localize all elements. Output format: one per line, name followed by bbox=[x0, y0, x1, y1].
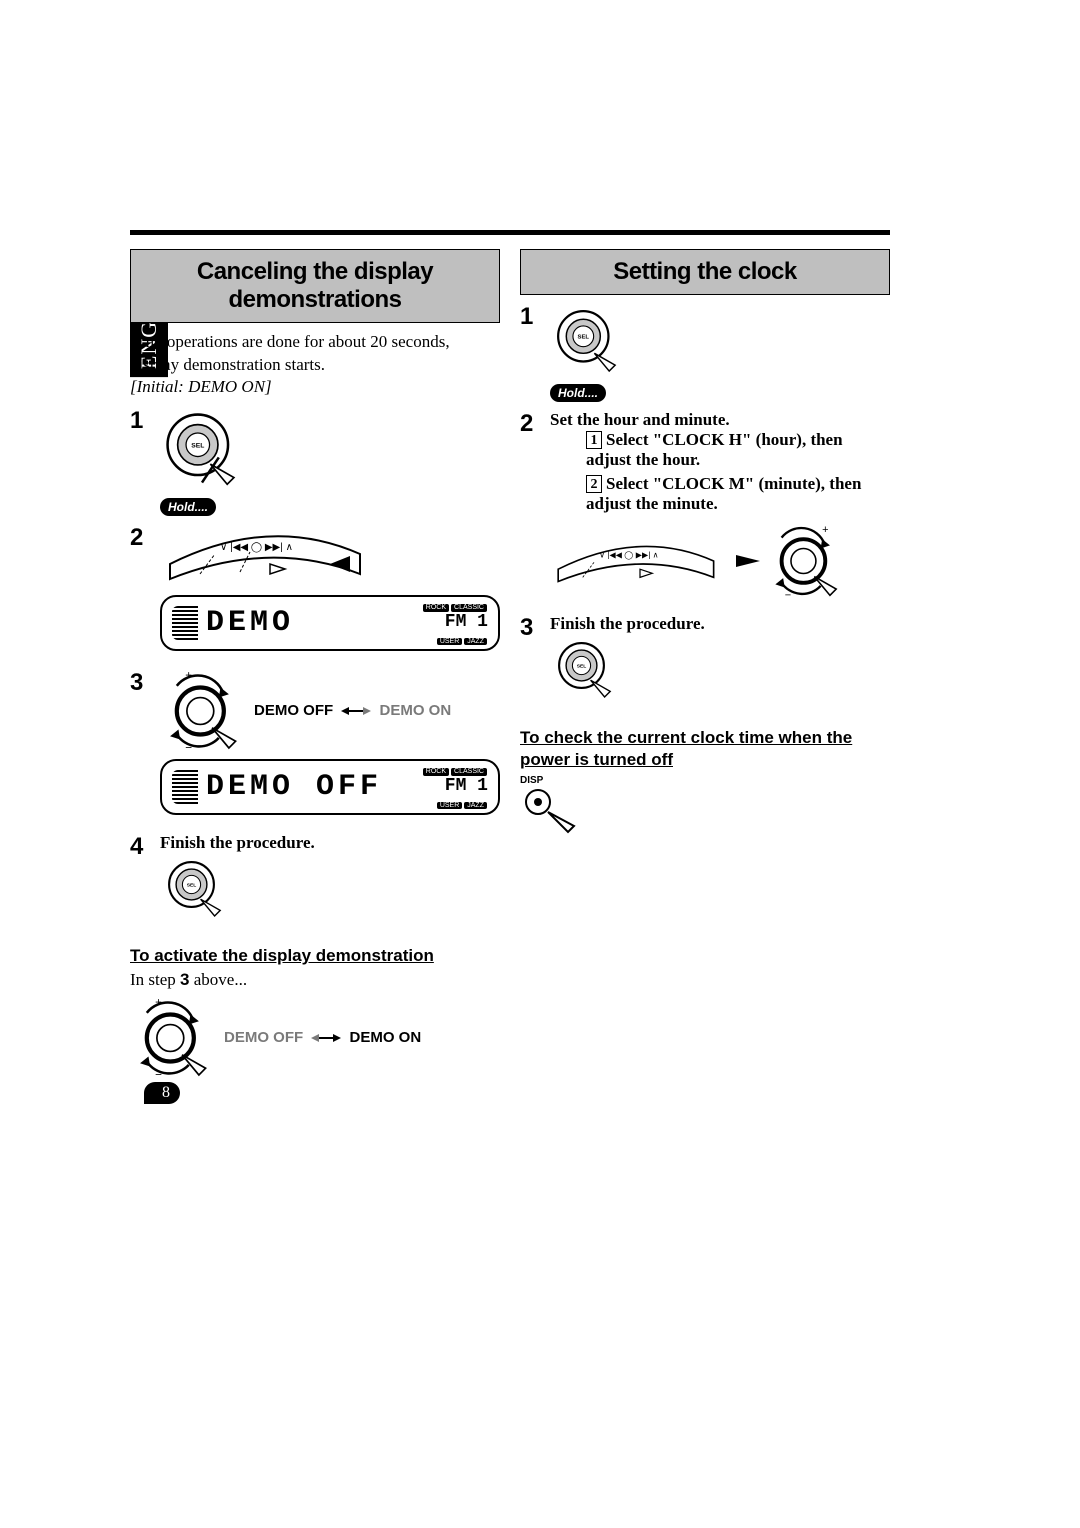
set-hour-minute: Set the hour and minute. bbox=[550, 410, 730, 429]
disp-label: DISP bbox=[520, 775, 890, 786]
svg-text:∨ |◀◀ ◯ ▶▶| ∧: ∨ |◀◀ ◯ ▶▶| ∧ bbox=[599, 551, 659, 560]
rotary-knob-icon: + − bbox=[766, 522, 844, 600]
lcd-display-demo: DEMO ROCKCLASSIC FM 1 USERJAZZ bbox=[160, 595, 500, 651]
step-number: 1 bbox=[130, 407, 154, 435]
step-number: 2 bbox=[130, 524, 154, 552]
svg-text:∨ |◀◀ ◯ ▶▶| ∧: ∨ |◀◀ ◯ ▶▶| ∧ bbox=[220, 542, 293, 553]
substep-1: 1Select "CLOCK H" (hour), then adjust th… bbox=[586, 430, 890, 470]
hold-badge: Hold.... bbox=[160, 498, 216, 516]
svg-text:SEL: SEL bbox=[577, 664, 587, 670]
rotary-knob-icon: + − bbox=[160, 669, 244, 753]
page-content: Canceling the display demonstrations If … bbox=[130, 230, 890, 1080]
finish-text: Finish the procedure. bbox=[160, 833, 315, 852]
step-2: 2 ∨ |◀◀ ◯ ▶▶| ∧ DEMO ROCKCLAS bbox=[130, 524, 500, 661]
section-title-cancel-demo: Canceling the display demonstrations bbox=[130, 249, 500, 323]
intro-text: If no operations are done for about 20 s… bbox=[130, 331, 500, 377]
page-number: 8 bbox=[144, 1082, 180, 1104]
bidirectional-arrow-icon bbox=[311, 1032, 341, 1044]
demo-toggle: DEMO OFF DEMO ON bbox=[254, 702, 451, 719]
lcd-text: DEMO OFF bbox=[206, 770, 422, 804]
activate-heading: To activate the display demonstration bbox=[130, 946, 500, 966]
substep-2: 2Select "CLOCK M" (minute), then adjust … bbox=[586, 474, 890, 514]
control-strip-icon: ∨ |◀◀ ◯ ▶▶| ∧ bbox=[550, 531, 730, 591]
rotary-knob-icon: + − bbox=[130, 996, 214, 1080]
step-number: 2 bbox=[520, 410, 544, 438]
lcd-fm: FM 1 bbox=[422, 613, 488, 633]
left-column: Canceling the display demonstrations If … bbox=[130, 249, 500, 1080]
step-4: 4 Finish the procedure. SEL bbox=[130, 833, 500, 928]
svg-text:+: + bbox=[822, 524, 828, 536]
clock-step-1: 1 SEL Hold.... bbox=[520, 303, 890, 402]
right-column: Setting the clock 1 SEL Hold.... bbox=[520, 249, 890, 1080]
step-number: 4 bbox=[130, 833, 154, 861]
bidirectional-arrow-icon bbox=[341, 705, 371, 717]
sel-knob-icon: SEL bbox=[550, 634, 620, 704]
clock-step-3: 3 Finish the procedure. SEL bbox=[520, 614, 890, 709]
initial-setting: [Initial: DEMO ON] bbox=[130, 377, 500, 397]
svg-text:SEL: SEL bbox=[191, 442, 204, 449]
lcd-display-demo-off: DEMO OFF ROCKCLASSIC FM 1 USERJAZZ bbox=[160, 759, 500, 815]
step-3: 3 + − bbox=[130, 669, 500, 825]
svg-text:SEL: SEL bbox=[187, 882, 197, 888]
activate-text: In step 3 above... bbox=[130, 970, 500, 990]
sel-knob-icon: SEL bbox=[160, 407, 244, 491]
step-number: 3 bbox=[520, 614, 544, 642]
clock-step-2: 2 Set the hour and minute. 1Select "CLOC… bbox=[520, 410, 890, 600]
step-number: 3 bbox=[130, 669, 154, 697]
disp-button-icon bbox=[520, 786, 576, 836]
sel-knob-icon: SEL bbox=[160, 853, 230, 923]
finish-text: Finish the procedure. bbox=[550, 614, 705, 633]
svg-text:−: − bbox=[185, 741, 192, 753]
section-title-clock: Setting the clock bbox=[520, 249, 890, 295]
step-1: 1 SEL Hold.... bbox=[130, 407, 500, 516]
control-strip-icon: ∨ |◀◀ ◯ ▶▶| ∧ bbox=[160, 524, 380, 584]
step-number: 1 bbox=[520, 303, 544, 331]
sel-knob-icon: SEL bbox=[550, 303, 624, 377]
svg-text:−: − bbox=[155, 1068, 162, 1080]
check-clock-heading: To check the current clock time when the… bbox=[520, 727, 890, 771]
lcd-text: DEMO bbox=[206, 606, 422, 640]
demo-toggle: DEMO OFF DEMO ON bbox=[224, 1029, 421, 1046]
svg-text:−: − bbox=[785, 589, 791, 600]
hold-badge: Hold.... bbox=[550, 384, 606, 402]
right-arrow-icon bbox=[736, 551, 760, 571]
svg-text:SEL: SEL bbox=[578, 335, 590, 341]
lcd-fm: FM 1 bbox=[422, 777, 488, 797]
